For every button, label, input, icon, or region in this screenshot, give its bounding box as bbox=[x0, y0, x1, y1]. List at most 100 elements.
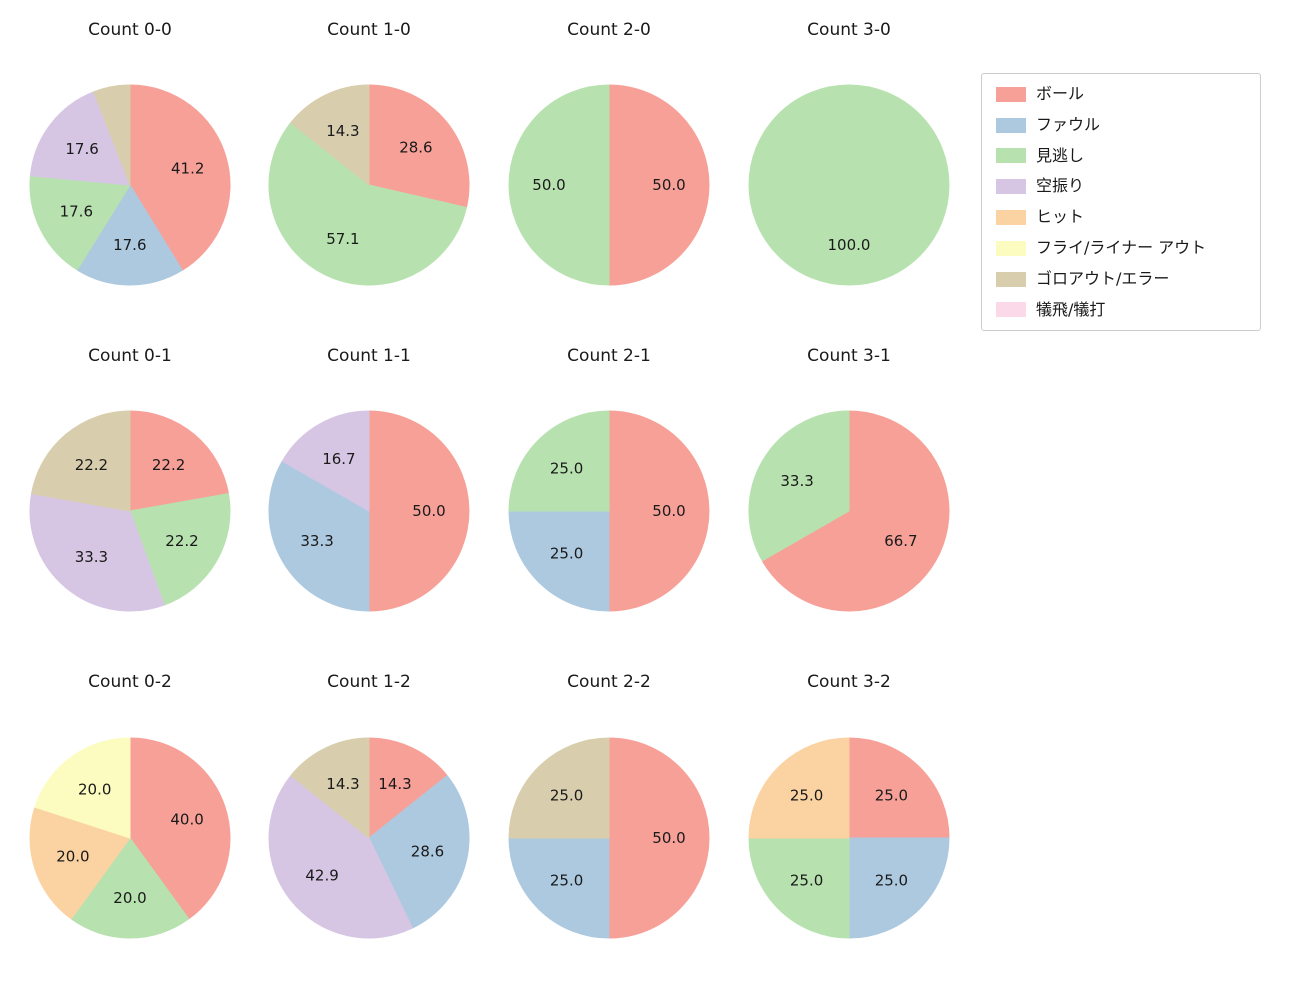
chart-title: Count 2-0 bbox=[567, 20, 651, 40]
pie-slice bbox=[748, 410, 850, 562]
pie-slice bbox=[848, 837, 950, 939]
chart-title: Count 2-1 bbox=[567, 346, 651, 366]
pie-slice bbox=[848, 737, 950, 839]
pie-slice bbox=[129, 493, 231, 606]
pie-slice bbox=[608, 737, 710, 939]
slice-label: 28.6 bbox=[411, 842, 444, 860]
slice-label: 25.0 bbox=[550, 460, 583, 478]
slice-label: 28.6 bbox=[399, 139, 432, 157]
legend-swatch-ball bbox=[996, 86, 1026, 102]
pie-slice bbox=[29, 91, 131, 186]
slice-label: 66.7 bbox=[884, 532, 917, 550]
slice-label: 50.0 bbox=[652, 502, 685, 520]
legend-item: ヒット bbox=[996, 207, 1246, 228]
slice-label: 14.3 bbox=[326, 775, 359, 793]
slice-label: 25.0 bbox=[790, 787, 823, 805]
slice-label: 22.2 bbox=[152, 456, 185, 474]
slice-label: 14.3 bbox=[378, 775, 411, 793]
chart-title: Count 0-1 bbox=[88, 346, 172, 366]
slice-label: 42.9 bbox=[305, 866, 338, 884]
legend-label: 犠飛/犠打 bbox=[1036, 299, 1106, 319]
legend-swatch-sacrifice bbox=[996, 302, 1026, 318]
slice-label: 14.3 bbox=[326, 122, 359, 140]
pie-slice bbox=[508, 510, 610, 612]
slice-label: 25.0 bbox=[550, 544, 583, 562]
slice-label: 40.0 bbox=[170, 811, 203, 829]
pie-slice bbox=[268, 460, 370, 612]
slice-label: 57.1 bbox=[326, 230, 359, 248]
chart-title: Count 3-1 bbox=[807, 346, 891, 366]
chart-title: Count 3-0 bbox=[807, 20, 891, 40]
slice-label: 20.0 bbox=[78, 781, 111, 799]
legend-item: 空振り bbox=[996, 176, 1246, 197]
slice-label: 25.0 bbox=[875, 871, 908, 889]
legend-label: ボール bbox=[1036, 84, 1085, 103]
legend-swatch-fly-liner-out bbox=[996, 240, 1026, 256]
pie-slice bbox=[129, 737, 231, 920]
legend-label: ゴロアウト/エラー bbox=[1036, 268, 1170, 288]
slice-label: 50.0 bbox=[652, 829, 685, 847]
legend-label: ファウル bbox=[1036, 114, 1101, 134]
pie-slice bbox=[748, 84, 950, 286]
slice-label: 50.0 bbox=[652, 176, 685, 194]
pie-slice bbox=[76, 184, 183, 286]
pie-slice bbox=[508, 837, 610, 939]
chart-title: Count 0-2 bbox=[88, 672, 172, 692]
pie-slice bbox=[608, 84, 710, 286]
legend-item: 犠飛/犠打 bbox=[996, 300, 1246, 321]
chart-title: Count 2-2 bbox=[567, 672, 651, 692]
pie-slice bbox=[508, 84, 610, 286]
pie-slice bbox=[281, 410, 370, 512]
slice-label: 20.0 bbox=[113, 889, 146, 907]
legend-swatch-hit bbox=[996, 210, 1026, 226]
pie-slice bbox=[290, 84, 370, 186]
pie-slice bbox=[508, 410, 610, 512]
pie-slice bbox=[368, 410, 470, 612]
legend-swatch-groundout-error bbox=[996, 271, 1026, 287]
pie-slice bbox=[29, 806, 131, 920]
chart-title: Count 1-0 bbox=[327, 20, 411, 40]
slice-label: 22.2 bbox=[75, 456, 108, 474]
slice-label: 100.0 bbox=[828, 236, 871, 254]
pie-slice bbox=[748, 837, 850, 939]
chart-title: Count 1-1 bbox=[327, 346, 411, 366]
slice-label: 25.0 bbox=[550, 871, 583, 889]
legend-swatch-swinging-strike bbox=[996, 179, 1026, 195]
slice-label: 25.0 bbox=[790, 871, 823, 889]
pie-slice bbox=[608, 410, 710, 612]
pie-slice bbox=[268, 775, 413, 939]
chart-title: Count 3-2 bbox=[807, 672, 891, 692]
pie-slice bbox=[34, 737, 131, 839]
slice-label: 25.0 bbox=[875, 787, 908, 805]
legend-item: ファウル bbox=[996, 115, 1246, 136]
chart-title: Count 1-2 bbox=[327, 672, 411, 692]
legend: ボール ファウル 見逃し 空振り ヒット フライ/ライナー アウト ゴロアウト/… bbox=[981, 73, 1261, 332]
slice-label: 50.0 bbox=[412, 502, 445, 520]
slice-label: 17.6 bbox=[65, 140, 98, 158]
pie-slice bbox=[368, 775, 470, 929]
slice-label: 33.3 bbox=[75, 548, 108, 566]
pie-slice bbox=[70, 837, 190, 939]
legend-label: ヒット bbox=[1036, 207, 1085, 227]
pie-slice bbox=[761, 410, 950, 612]
pie-slice bbox=[748, 737, 850, 839]
legend-item: 見逃し bbox=[996, 146, 1246, 167]
slice-label: 17.6 bbox=[113, 236, 146, 254]
legend-label: 空振り bbox=[1036, 176, 1085, 196]
slice-label: 17.6 bbox=[60, 203, 93, 221]
slice-label: 50.0 bbox=[532, 176, 565, 194]
pie-slice bbox=[29, 175, 131, 271]
chart-title: Count 0-0 bbox=[88, 20, 172, 40]
slice-label: 20.0 bbox=[56, 848, 89, 866]
legend-item: ゴロアウト/エラー bbox=[996, 269, 1246, 290]
legend-item: ボール bbox=[996, 84, 1246, 105]
slice-label: 41.2 bbox=[171, 160, 204, 178]
slice-label: 25.0 bbox=[550, 787, 583, 805]
legend-swatch-called-strike bbox=[996, 148, 1026, 164]
pie-slice bbox=[290, 737, 370, 839]
pie-slice bbox=[31, 410, 131, 512]
legend-label: フライ/ライナー アウト bbox=[1036, 237, 1207, 257]
pie-slice bbox=[368, 84, 470, 208]
